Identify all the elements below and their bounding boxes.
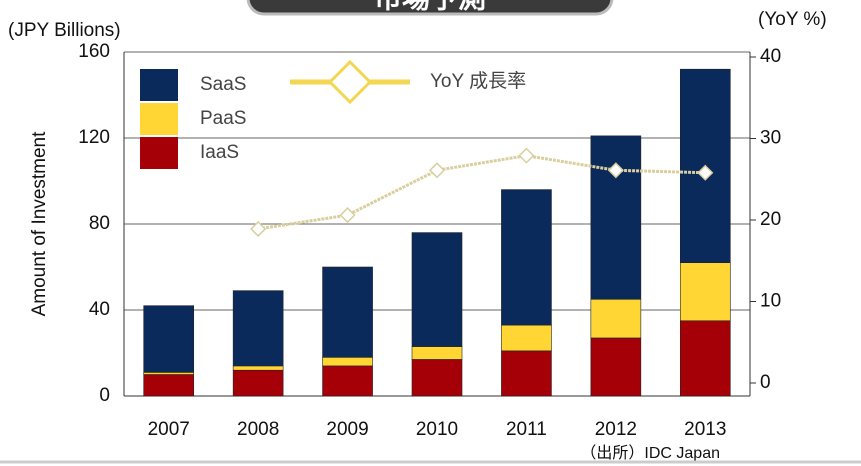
legend-swatch — [140, 69, 178, 101]
bar-segment — [143, 374, 195, 397]
y2-tick-label: 10 — [760, 291, 781, 312]
legend-label: YoY 成長率 — [430, 70, 526, 92]
y-tick-label: 40 — [89, 299, 110, 320]
y-tick-label: 0 — [99, 385, 110, 406]
chart-title: 市場予測 — [374, 0, 486, 13]
source-note: （出所）IDC Japan — [580, 444, 720, 462]
bar-segment — [143, 305, 195, 373]
x-tick-label: 2007 — [148, 419, 190, 440]
bar-segment — [501, 189, 552, 326]
bar-segment — [590, 135, 642, 300]
bar-segment — [232, 369, 284, 397]
legend-swatch — [140, 103, 178, 135]
y-axis-title: Amount of Investment — [29, 131, 50, 317]
y-tick-label: 160 — [78, 41, 110, 62]
y-tick-label: 120 — [78, 127, 110, 148]
bar-segment — [322, 266, 373, 358]
bar-segment — [322, 365, 373, 397]
title-tab — [246, 0, 614, 16]
legend-marker — [327, 59, 373, 105]
x-tick-label: 2011 — [506, 419, 547, 440]
bar-segment — [590, 298, 642, 339]
y2-tick-label: 40 — [760, 46, 781, 67]
y2-tick-label: 30 — [760, 128, 781, 149]
x-tick-label: 2008 — [237, 419, 279, 440]
bar-segment — [679, 320, 731, 397]
y-tick-label: 80 — [89, 213, 110, 234]
bar-segment — [679, 262, 731, 322]
line-marker — [697, 164, 714, 181]
y-axis-unit: (JPY Billions) — [8, 20, 121, 41]
bar-segment — [411, 232, 463, 347]
line-series — [257, 154, 706, 231]
bar-segment — [322, 356, 373, 367]
line-marker — [428, 162, 446, 179]
legend-label: PaaS — [200, 108, 246, 129]
bar-segment — [411, 346, 463, 360]
x-tick-label: 2012 — [595, 419, 637, 440]
line-marker — [339, 207, 356, 224]
line-marker — [250, 220, 267, 238]
bar-segment — [590, 337, 642, 397]
y2-axis-unit: (YoY %) — [758, 9, 827, 30]
bar-segment — [143, 372, 195, 375]
x-tick-label: 2010 — [416, 419, 458, 440]
y2-tick-label: 20 — [760, 209, 781, 230]
bar-segment — [501, 350, 552, 397]
bar-segment — [411, 359, 463, 397]
x-tick-label: 2009 — [326, 419, 368, 440]
legend-swatch — [140, 137, 178, 169]
bar-segment — [232, 365, 284, 371]
line-marker — [607, 162, 624, 179]
legend-label: IaaS — [200, 142, 239, 163]
y2-tick-label: 0 — [760, 372, 771, 393]
bar-segment — [501, 324, 552, 352]
line-marker — [518, 147, 535, 164]
bar-segment — [232, 290, 284, 367]
x-tick-label: 2013 — [684, 419, 726, 440]
legend-label: SaaS — [200, 74, 246, 95]
